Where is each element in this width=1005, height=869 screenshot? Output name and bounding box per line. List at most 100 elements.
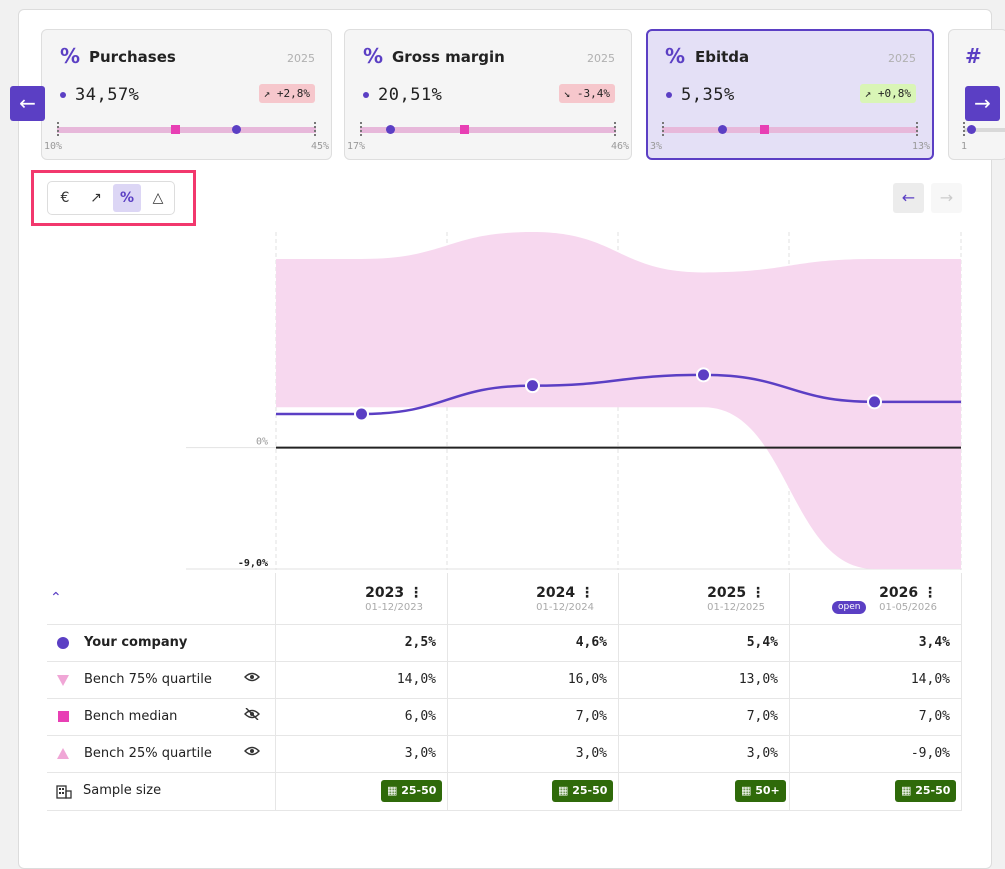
- kebab-icon[interactable]: ⋮: [580, 585, 594, 601]
- cell: 5,4%: [746, 635, 778, 650]
- range-tick-min: [662, 122, 664, 136]
- kpi-card-gross-margin[interactable]: % Gross margin 2025 20,51% ↘ -3,4% 17% 4…: [344, 29, 632, 160]
- range-tick-min: [57, 122, 59, 136]
- hash-icon: #: [965, 44, 982, 68]
- company-circle-icon: [57, 637, 69, 649]
- company-data-point[interactable]: [696, 367, 711, 383]
- period-prev-button[interactable]: ←: [893, 183, 924, 213]
- kebab-icon[interactable]: ⋮: [923, 585, 937, 601]
- kpi-value: 20,51%: [378, 85, 443, 105]
- trend-view-button[interactable]: ↗: [90, 190, 102, 206]
- median-marker: [171, 125, 180, 134]
- col-divider: [447, 573, 448, 811]
- kpi-value: 5,35%: [681, 85, 735, 105]
- kpi-card-ebitda[interactable]: % Ebitda 2025 5,35% ↗ +0,8% 3% 13%: [646, 29, 934, 160]
- company-data-point[interactable]: [867, 394, 882, 410]
- col-year-2024[interactable]: 2024 ⋮: [536, 585, 594, 601]
- kebab-icon[interactable]: ⋮: [409, 585, 423, 601]
- collapse-icon[interactable]: ⌃: [50, 590, 62, 606]
- col-divider: [789, 573, 790, 811]
- col-year-2023[interactable]: 2023 ⋮: [365, 585, 423, 601]
- cell: 7,0%: [918, 709, 950, 724]
- cards-prev-button[interactable]: ←: [10, 86, 45, 121]
- kpi-title: Purchases: [89, 48, 176, 66]
- range-min: 17%: [347, 141, 366, 152]
- cell: 3,0%: [746, 746, 778, 761]
- row-label: Bench 75% quartile: [84, 672, 212, 687]
- square-icon: [58, 711, 69, 722]
- kpi-title: Gross margin: [392, 48, 505, 66]
- kpi-change-badge: ↘ -3,4%: [558, 84, 615, 103]
- benchmark-band: [276, 232, 961, 569]
- view-mode-toolbar: [47, 181, 175, 215]
- col-year-2025[interactable]: 2025 ⋮: [707, 585, 765, 601]
- sample-size-badge: ▦ 25-50: [552, 780, 614, 802]
- range-min: 3%: [650, 141, 663, 152]
- range-band: [360, 127, 616, 133]
- company-data-point[interactable]: [354, 406, 369, 422]
- col-divider: [618, 573, 619, 811]
- kpi-title: Ebitda: [695, 48, 750, 66]
- cell: -9,0%: [910, 746, 950, 761]
- eye-icon[interactable]: [244, 671, 260, 683]
- eye-off-icon[interactable]: [244, 708, 260, 720]
- sample-size-badge: ▦ 25-50: [381, 780, 443, 802]
- kebab-icon[interactable]: ⋮: [751, 585, 765, 601]
- col-date: 01-12/2023: [365, 602, 423, 613]
- row-divider: [47, 661, 961, 662]
- cell: 7,0%: [746, 709, 778, 724]
- col-divider: [275, 573, 276, 811]
- row-divider: [47, 698, 961, 699]
- cards-next-button[interactable]: →: [965, 86, 1000, 121]
- view-mode-highlight: [31, 170, 196, 226]
- series-line-your-company: [276, 373, 961, 416]
- company-marker: [232, 125, 241, 134]
- col-date: 01-12/2025: [707, 602, 765, 613]
- range-track: [964, 128, 1005, 132]
- kpi-change-badge: ↗ +0,8%: [859, 84, 916, 103]
- col-divider: [961, 573, 962, 811]
- row-divider: [47, 735, 961, 736]
- kpi-change-badge: ↗ +2,8%: [258, 84, 315, 103]
- row-label: Bench 25% quartile: [84, 746, 212, 761]
- col-date: 01-12/2024: [536, 602, 594, 613]
- percent-icon: %: [363, 44, 384, 68]
- col-year-2026[interactable]: 2026 ⋮: [879, 585, 937, 601]
- company-marker: [967, 125, 976, 134]
- period-next-button[interactable]: →: [931, 183, 962, 213]
- row-divider: [47, 624, 961, 625]
- cell: 7,0%: [575, 709, 607, 724]
- row-label: Sample size: [83, 783, 162, 798]
- row-divider: [47, 810, 961, 811]
- euro-view-button[interactable]: €: [60, 190, 70, 206]
- cell: 3,0%: [404, 746, 436, 761]
- range-tick-min: [963, 122, 965, 136]
- median-marker: [760, 125, 769, 134]
- y-tick-label: 0%: [256, 437, 268, 448]
- percent-icon: %: [665, 44, 686, 68]
- company-data-point[interactable]: [525, 378, 540, 394]
- cell: 14,0%: [910, 672, 950, 687]
- range-tick-max: [916, 122, 918, 136]
- eye-icon[interactable]: [244, 745, 260, 757]
- percent-view-button[interactable]: %: [113, 184, 141, 212]
- percent-icon: %: [60, 44, 81, 68]
- col-date: 01-05/2026: [879, 602, 937, 613]
- kpi-card-purchases[interactable]: % Purchases 2025 34,57% ↗ +2,8% 10% 45%: [41, 29, 332, 160]
- kpi-year: 2025: [287, 52, 315, 65]
- cell: 2,5%: [404, 635, 436, 650]
- cell: 3,0%: [575, 746, 607, 761]
- sample-size-badge: ▦ 50+: [735, 780, 786, 802]
- delta-view-button[interactable]: △: [152, 190, 164, 206]
- company-dot-icon: [363, 92, 369, 98]
- range-max: 13%: [911, 141, 930, 152]
- company-marker: [386, 125, 395, 134]
- building-icon: [56, 785, 72, 799]
- cell: 14,0%: [396, 672, 436, 687]
- range-band: [57, 127, 316, 133]
- kpi-value: 34,57%: [75, 85, 140, 105]
- open-badge: open: [832, 601, 867, 614]
- kpi-year: 2025: [587, 52, 615, 65]
- y-tick-label: -9,0%: [238, 558, 268, 569]
